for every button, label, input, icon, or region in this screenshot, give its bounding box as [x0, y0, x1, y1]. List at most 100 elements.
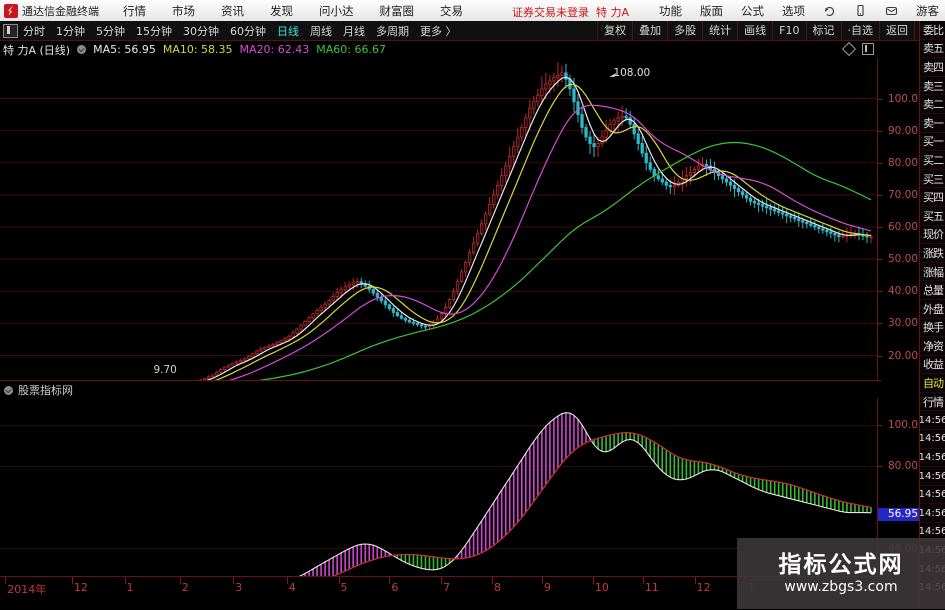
quote-sell3[interactable]: 卖三	[920, 77, 945, 96]
axis-tick-mark	[878, 323, 882, 324]
login-warning-label[interactable]: 证券交易未登录	[512, 4, 589, 20]
high-price-annotation: 108.00	[613, 67, 650, 79]
menu-layout[interactable]: 版面	[700, 3, 723, 19]
axis-tick-label: 50.00	[888, 253, 918, 265]
axis-tick-label: 100.0	[888, 419, 918, 431]
tool-stats[interactable]: 统计	[702, 21, 737, 40]
axis-tick-mark	[878, 99, 882, 100]
tool-multistock[interactable]: 多股	[667, 21, 702, 40]
menu-discover[interactable]: 发现	[270, 3, 293, 19]
date-tick-label: 12	[697, 581, 711, 594]
period-5min[interactable]: 5分钟	[95, 23, 126, 39]
quote-change[interactable]: 涨跌	[920, 244, 945, 263]
axis-tick-mark	[389, 577, 390, 584]
quote-time-row[interactable]: 14:56	[920, 486, 945, 505]
quote-buy1[interactable]: 买一	[920, 133, 945, 152]
main-price-chart[interactable]: 108.00 9.70	[0, 58, 877, 381]
quote-earnings[interactable]: 收益	[920, 356, 945, 375]
quote-sell4[interactable]: 卖四	[920, 58, 945, 77]
axis-tick-label: 30.00	[888, 317, 918, 329]
menu-quotes[interactable]: 行情	[123, 3, 146, 19]
quote-time-row[interactable]: 14:56	[920, 504, 945, 523]
gear-icon[interactable]	[77, 45, 86, 54]
menu-market[interactable]: 市场	[172, 3, 195, 19]
date-tick-label: 7	[443, 581, 450, 594]
low-price-annotation: 9.70	[153, 364, 176, 376]
menu-formula[interactable]: 公式	[741, 3, 764, 19]
axis-tick-label: 100.0	[888, 93, 918, 105]
quote-sidebar[interactable]: 委比卖五卖四卖三卖二卖一买一买二买三买四买五现价涨跌涨幅总量外盘换手净资收益自动…	[919, 21, 945, 609]
watermark-url: www.zbgs3.com	[784, 578, 897, 596]
quote-market-label[interactable]: 行情	[920, 393, 945, 412]
period-30min[interactable]: 30分钟	[182, 23, 220, 39]
watermark-title: 指标公式网	[779, 552, 904, 578]
period-toolbar: 分时 1分钟 5分钟 15分钟 30分钟 60分钟 日线 周线 月线 多周期 更…	[0, 21, 945, 41]
panel-icon[interactable]	[862, 43, 874, 55]
quote-time-row[interactable]: 14:56	[920, 467, 945, 486]
period-more[interactable]: 更多 〉	[419, 23, 458, 39]
menu-trade[interactable]: 交易	[440, 3, 463, 19]
axis-tick-mark	[233, 577, 234, 584]
quote-buy3[interactable]: 买三	[920, 170, 945, 189]
period-60min[interactable]: 60分钟	[229, 23, 267, 39]
tool-overlay[interactable]: 叠加	[632, 21, 667, 40]
period-15min[interactable]: 15分钟	[135, 23, 173, 39]
axis-tick-label: 90.00	[888, 125, 918, 137]
tool-favorite[interactable]: ·自选	[841, 21, 880, 40]
lightning-logo-icon	[4, 4, 18, 18]
tool-f10[interactable]: F10	[772, 21, 805, 40]
axis-tick-mark	[695, 577, 696, 584]
user-label[interactable]: 游客	[916, 3, 939, 19]
quote-auto-toggle[interactable]: 自动	[920, 374, 945, 393]
axis-tick-mark	[878, 163, 882, 164]
quote-netasset[interactable]: 净资	[920, 337, 945, 356]
menu-wealth[interactable]: 财富圈	[380, 3, 415, 19]
quote-sell1[interactable]: 卖一	[920, 114, 945, 133]
tool-mark[interactable]: 标记	[806, 21, 841, 40]
menu-news[interactable]: 资讯	[221, 3, 244, 19]
axis-tick-label: 80.00	[888, 460, 918, 472]
quote-buy4[interactable]: 买四	[920, 188, 945, 207]
gear-icon[interactable]	[4, 386, 13, 395]
date-tick-label: 11	[645, 581, 659, 594]
mail-icon[interactable]	[885, 4, 898, 17]
quote-weibi[interactable]: 委比	[920, 21, 945, 40]
quote-buy2[interactable]: 买二	[920, 151, 945, 170]
ma60-label: MA60: 66.67	[316, 43, 386, 56]
quote-time-row[interactable]: 14:56	[920, 411, 945, 430]
mobile-icon[interactable]	[854, 4, 867, 17]
quote-time-row[interactable]: 14:56	[920, 449, 945, 468]
axis-tick-label: 40.00	[888, 285, 918, 297]
grid-view-icon[interactable]	[3, 24, 18, 38]
menu-ask[interactable]: 问小达	[319, 3, 354, 19]
quote-price[interactable]: 现价	[920, 226, 945, 245]
sub-chart-title: 股票指标网	[18, 382, 73, 398]
diamond-icon[interactable]	[842, 42, 856, 56]
period-weekly[interactable]: 周线	[309, 23, 333, 39]
period-multi[interactable]: 多周期	[375, 23, 410, 39]
quote-pct[interactable]: 涨幅	[920, 263, 945, 282]
quote-outer[interactable]: 外盘	[920, 300, 945, 319]
quote-sell2[interactable]: 卖二	[920, 95, 945, 114]
quote-buy5[interactable]: 买五	[920, 207, 945, 226]
menu-options[interactable]: 选项	[782, 3, 805, 19]
quote-turnover[interactable]: 换手	[920, 319, 945, 338]
axis-tick-mark	[492, 577, 493, 584]
tool-back[interactable]: 返回	[879, 21, 915, 40]
quote-volume[interactable]: 总量	[920, 281, 945, 300]
period-1min[interactable]: 1分钟	[55, 23, 86, 39]
date-tick-label: 3	[235, 581, 242, 594]
date-tick-label: 10	[595, 581, 609, 594]
quote-sell5[interactable]: 卖五	[920, 40, 945, 59]
tool-adjust[interactable]: 复权	[597, 21, 632, 40]
period-intraday[interactable]: 分时	[22, 23, 46, 39]
quote-time-row[interactable]: 14:56	[920, 430, 945, 449]
stock-info-line: 特 力A (日线) MA5: 56.95 MA10: 58.35 MA20: 6…	[0, 41, 880, 59]
refresh-icon[interactable]	[823, 4, 836, 17]
tool-draw[interactable]: 画线	[737, 21, 772, 40]
period-monthly[interactable]: 月线	[342, 23, 366, 39]
axis-tick-mark	[180, 577, 181, 584]
app-brand-label: 通达信金融终端	[22, 3, 99, 19]
period-daily[interactable]: 日线	[276, 23, 300, 39]
menu-function[interactable]: 功能	[659, 3, 682, 19]
